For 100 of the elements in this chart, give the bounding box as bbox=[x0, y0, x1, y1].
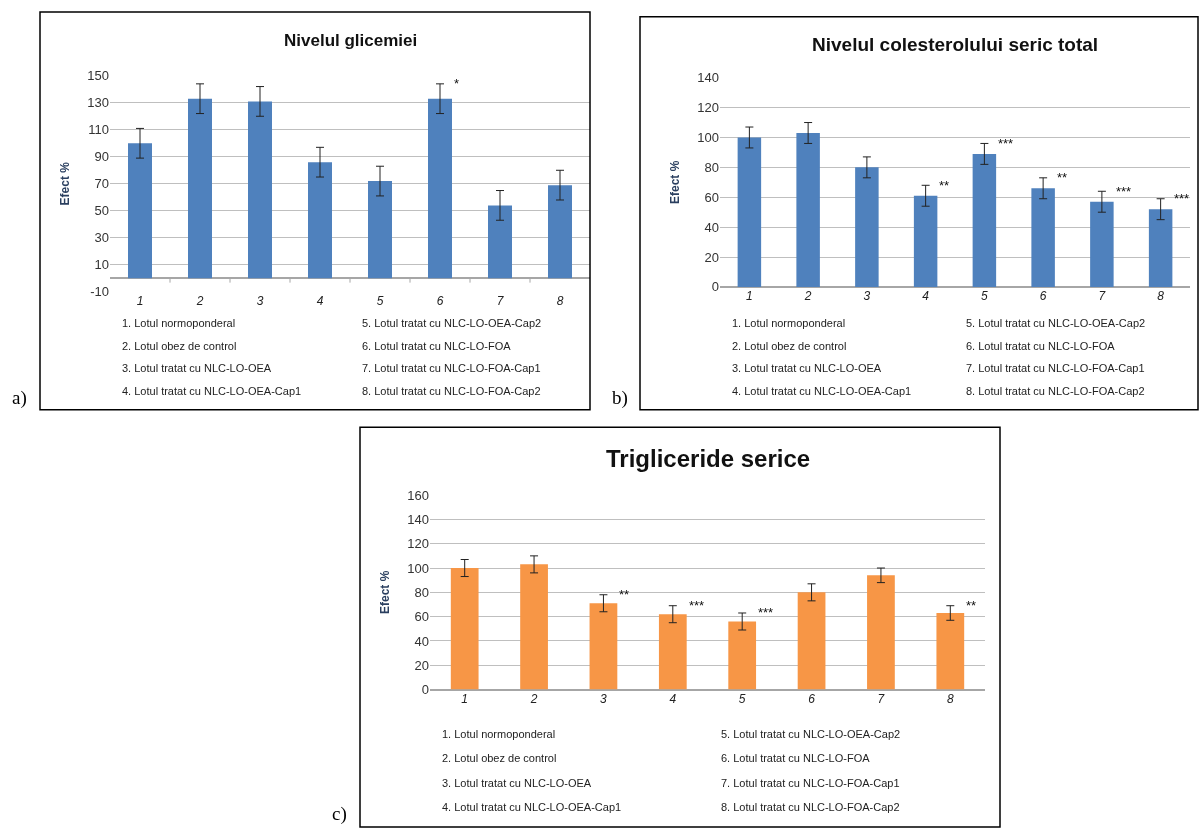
bar bbox=[658, 614, 687, 690]
text: b) bbox=[612, 387, 628, 409]
bar bbox=[128, 143, 152, 279]
y-tick-label: 80 bbox=[704, 159, 719, 175]
text: 2. Lotul obez de control bbox=[732, 340, 847, 352]
y-tick-label: 60 bbox=[414, 609, 429, 625]
y-tick-label: 150 bbox=[87, 68, 109, 84]
bar bbox=[488, 205, 512, 279]
x-tick-label: 7 bbox=[877, 691, 886, 706]
y-tick-label: 20 bbox=[704, 249, 719, 265]
x-tick-label: 4 bbox=[669, 691, 677, 706]
x-tick-label: 2 bbox=[803, 288, 812, 303]
y-tick-label: -10 bbox=[90, 284, 109, 300]
annotation: *** bbox=[1116, 184, 1132, 199]
y-tick-label: 60 bbox=[704, 189, 719, 205]
text: 7. Lotul tratat cu NLC-LO-FOA-Cap1 bbox=[721, 777, 900, 789]
bar bbox=[867, 575, 895, 690]
text: 7. Lotul tratat cu NLC-LO-FOA-Cap1 bbox=[966, 362, 1145, 374]
bar bbox=[936, 612, 965, 690]
bar bbox=[428, 98, 452, 279]
annotation: *** bbox=[998, 136, 1014, 151]
annotation: *** bbox=[1174, 191, 1190, 206]
text: 4. Lotul tratat cu NLC-LO-OEA-Cap1 bbox=[122, 385, 302, 397]
y-tick-label: 80 bbox=[414, 584, 429, 600]
x-tick-label: 8 bbox=[556, 293, 564, 308]
text: 4. Lotul tratat cu NLC-LO-OEA-Cap1 bbox=[442, 801, 622, 813]
text: c) bbox=[332, 803, 347, 825]
bar bbox=[548, 185, 572, 279]
x-tick-label: 2 bbox=[195, 293, 204, 308]
bar bbox=[1031, 188, 1055, 287]
y-tick-label: 10 bbox=[94, 257, 109, 273]
text: 8. Lotul tratat cu NLC-LO-FOA-Cap2 bbox=[966, 385, 1145, 397]
bar bbox=[913, 195, 938, 287]
bar bbox=[520, 564, 548, 690]
y-tick-label: 50 bbox=[94, 203, 109, 219]
text: 3. Lotul tratat cu NLC-LO-OEA bbox=[732, 362, 882, 374]
x-tick-label: 4 bbox=[316, 293, 324, 308]
y-tick-label: 140 bbox=[697, 70, 719, 86]
x-tick-label: 7 bbox=[496, 293, 505, 308]
y-tick-label: 120 bbox=[697, 100, 719, 116]
y-tick-label: 100 bbox=[407, 560, 429, 576]
y-tick-label: 40 bbox=[414, 633, 429, 649]
x-tick-label: 1 bbox=[136, 293, 144, 308]
x-tick-label: 1 bbox=[461, 691, 469, 706]
text: 3. Lotul tratat cu NLC-LO-OEA bbox=[122, 362, 272, 374]
text: 2. Lotul obez de control bbox=[122, 340, 237, 352]
bar bbox=[368, 181, 392, 279]
bar bbox=[308, 162, 332, 279]
y-axis-title: Efect % bbox=[667, 160, 682, 204]
text: 8. Lotul tratat cu NLC-LO-FOA-Cap2 bbox=[362, 385, 541, 397]
text: 6. Lotul tratat cu NLC-LO-FOA bbox=[966, 340, 1116, 352]
annotation: *** bbox=[689, 598, 705, 613]
y-tick-label: 30 bbox=[94, 230, 109, 246]
bar bbox=[972, 153, 997, 287]
x-tick-label: 7 bbox=[1098, 288, 1107, 303]
x-tick-label: 4 bbox=[922, 288, 930, 303]
x-tick-label: 6 bbox=[436, 293, 444, 308]
y-tick-label: 0 bbox=[421, 682, 429, 698]
y-tick-label: 0 bbox=[711, 279, 719, 295]
bar bbox=[1090, 201, 1114, 287]
bar bbox=[1148, 209, 1173, 287]
y-tick-label: 160 bbox=[407, 487, 429, 503]
y-axis-title: Efect % bbox=[57, 161, 72, 206]
chart-title: Nivelul colesterolului seric total bbox=[812, 34, 1099, 55]
chart-title: Nivelul glicemiei bbox=[284, 31, 418, 50]
annotation: ** bbox=[939, 178, 950, 193]
bar bbox=[797, 592, 826, 690]
x-tick-label: 8 bbox=[1157, 288, 1165, 303]
text: 5. Lotul tratat cu NLC-LO-OEA-Cap2 bbox=[362, 317, 542, 329]
text: 8. Lotul tratat cu NLC-LO-FOA-Cap2 bbox=[721, 801, 900, 813]
text: 1. Lotul normoponderal bbox=[122, 317, 236, 329]
y-axis-title: Efect % bbox=[377, 570, 392, 615]
x-tick-label: 5 bbox=[376, 293, 384, 308]
annotation: * bbox=[454, 76, 460, 91]
bar bbox=[737, 137, 762, 287]
y-tick-label: 90 bbox=[94, 149, 109, 165]
y-tick-label: 100 bbox=[697, 130, 719, 146]
annotation: *** bbox=[758, 605, 774, 620]
x-tick-label: 6 bbox=[808, 691, 816, 706]
text: 6. Lotul tratat cu NLC-LO-FOA bbox=[721, 752, 871, 764]
bar bbox=[728, 621, 757, 690]
y-tick-label: 20 bbox=[414, 657, 429, 673]
x-tick-label: 5 bbox=[981, 288, 989, 303]
text: 2. Lotul obez de control bbox=[442, 752, 557, 764]
text: 5. Lotul tratat cu NLC-LO-OEA-Cap2 bbox=[966, 317, 1146, 329]
text: 3. Lotul tratat cu NLC-LO-OEA bbox=[442, 777, 592, 789]
annotation: ** bbox=[1057, 170, 1068, 185]
y-tick-label: 110 bbox=[88, 122, 109, 138]
bar bbox=[855, 167, 879, 287]
text: 6. Lotul tratat cu NLC-LO-FOA bbox=[362, 340, 512, 352]
x-tick-label: 3 bbox=[863, 288, 871, 303]
text: a) bbox=[12, 387, 27, 409]
bar bbox=[589, 603, 618, 690]
y-tick-label: 70 bbox=[94, 176, 109, 192]
text: 7. Lotul tratat cu NLC-LO-FOA-Cap1 bbox=[362, 362, 541, 374]
text: 1. Lotul normoponderal bbox=[442, 728, 556, 740]
x-tick-label: 8 bbox=[946, 691, 954, 706]
annotation: ** bbox=[966, 598, 977, 613]
x-tick-label: 1 bbox=[746, 288, 753, 303]
x-tick-label: 3 bbox=[256, 293, 264, 308]
